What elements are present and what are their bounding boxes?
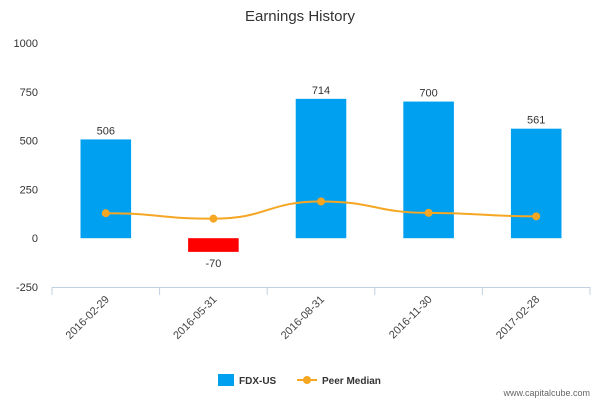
x-tick-label: 2016-05-31	[171, 294, 219, 342]
data-label: 506	[97, 125, 115, 137]
bar	[510, 128, 562, 239]
bar-series: 506 -70 714 700 561	[80, 85, 562, 270]
legend-bar-swatch	[218, 374, 234, 386]
legend-label: FDX-US	[239, 376, 277, 387]
legend-label: Peer Median	[322, 376, 381, 387]
y-tick-label: 500	[20, 136, 38, 148]
peer-median-point	[532, 212, 541, 221]
x-tick-label: 2016-11-30	[387, 294, 435, 342]
peer-median-point	[317, 197, 325, 206]
data-label: 561	[527, 115, 545, 127]
y-tick-label: 750	[20, 87, 38, 99]
x-tick-label: 2016-02-29	[64, 294, 112, 342]
credit-text: www.capitalcube.com	[502, 388, 590, 398]
bar	[403, 101, 454, 239]
legend: FDX-US Peer Median	[218, 374, 381, 387]
x-tick-label: 2016-08-31	[279, 294, 327, 342]
line-series	[101, 197, 541, 223]
y-tick-label: 0	[32, 233, 38, 245]
data-label: 714	[312, 85, 330, 97]
data-label: -70	[205, 258, 221, 270]
x-axis: 2016-02-29 2016-05-31 2016-08-31 2016-11-30…	[51, 287, 591, 342]
y-tick-label: 250	[20, 184, 38, 196]
chart-title: Earnings History	[245, 8, 356, 25]
peer-median-point	[209, 214, 218, 223]
data-label: 700	[419, 88, 437, 100]
y-axis: -250 0 250 500 750 1000	[14, 38, 38, 294]
y-tick-label: -250	[16, 282, 38, 294]
legend-line-marker	[303, 376, 311, 384]
peer-median-point	[101, 209, 110, 218]
bar	[188, 238, 239, 252]
y-tick-label: 1000	[14, 38, 38, 50]
bar	[80, 139, 132, 239]
peer-median-point	[424, 208, 433, 217]
bar	[295, 98, 347, 239]
x-tick-label: 2017-02-28	[494, 294, 542, 342]
